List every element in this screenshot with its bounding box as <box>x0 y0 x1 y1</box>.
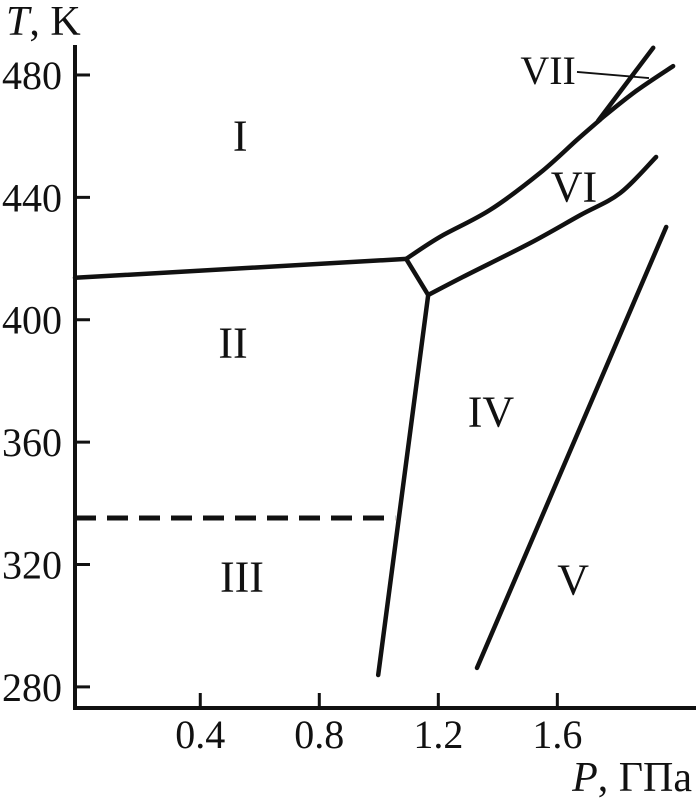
y-tick-label-440: 440 <box>2 175 62 220</box>
region-label-IV: IV <box>468 387 515 436</box>
region-label-III: III <box>220 553 264 602</box>
region-label-VI: VI <box>551 162 597 211</box>
region-label-VII: VII <box>520 48 576 93</box>
region-label-II: II <box>218 319 247 368</box>
x-axis-title: P, ГПа <box>571 755 692 801</box>
boundary-I-VI <box>403 117 603 262</box>
x-tick-label-0.4: 0.4 <box>175 712 225 757</box>
y-tick-label-320: 320 <box>2 543 62 588</box>
boundary-I-II <box>72 256 409 281</box>
boundary-VII-left <box>595 45 656 124</box>
leader-line-VII <box>576 71 650 79</box>
boundary-triple-point-link <box>403 256 431 298</box>
x-tick-label-1.6: 1.6 <box>532 712 582 757</box>
y-axis-title: T, K <box>6 0 81 45</box>
boundary-IV-V <box>474 224 669 671</box>
y-tick-label-480: 480 <box>2 53 62 98</box>
boundary-VII-right <box>598 63 676 121</box>
y-tick-label-400: 400 <box>2 298 62 343</box>
boundary-II-IV <box>375 292 431 678</box>
boundary-VI-IV <box>425 154 659 298</box>
x-tick-label-1.2: 1.2 <box>413 712 463 757</box>
x-tick-label-0.8: 0.8 <box>294 712 344 757</box>
y-tick-label-360: 360 <box>2 420 62 465</box>
region-label-I: I <box>233 111 248 160</box>
region-label-V: V <box>557 556 589 605</box>
y-tick-label-280: 280 <box>2 665 62 710</box>
